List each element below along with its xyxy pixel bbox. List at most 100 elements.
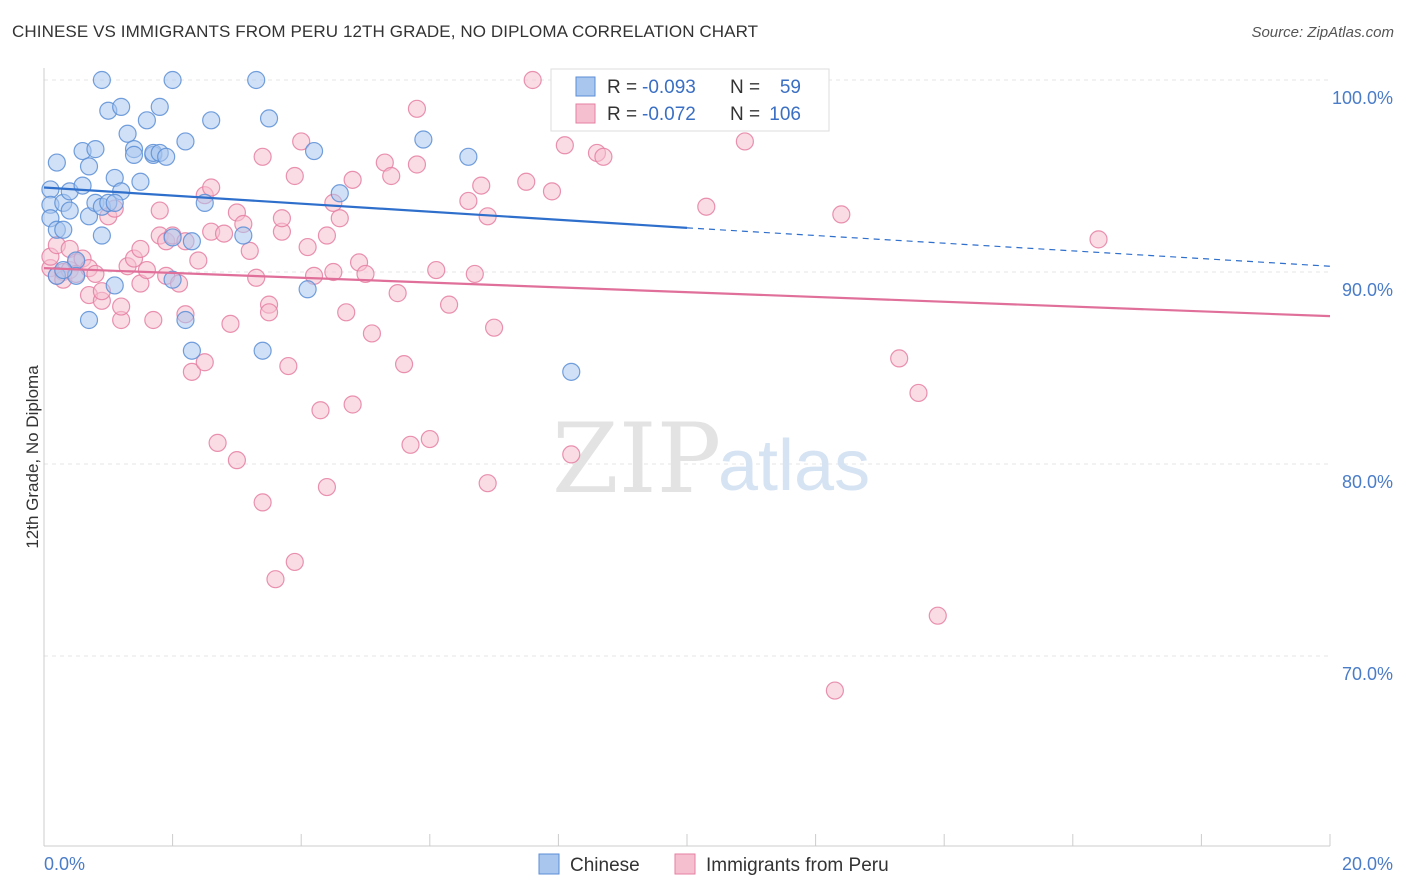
bottom-legend-swatch-chinese (538, 853, 560, 875)
peru-point-100 (825, 681, 844, 700)
peru-point-49 (253, 493, 272, 512)
peru-point-54 (272, 209, 292, 228)
peru-point-68 (343, 170, 362, 189)
legend-box (550, 68, 830, 132)
chinese-point-54 (459, 147, 478, 166)
y-tick-label-0: 100.0% (1332, 88, 1393, 108)
chinese-point-37 (163, 228, 182, 247)
chinese-point-18 (92, 226, 111, 245)
legend-r-label-chinese: R = (607, 77, 642, 98)
peru-point-84 (465, 264, 484, 284)
legend-r-value-peru: -0.072 (642, 104, 696, 125)
x-tick-label-right: 20.0% (1342, 854, 1393, 874)
peru-point-103 (928, 606, 947, 625)
chinese-point-55 (562, 362, 581, 381)
gridlines (44, 79, 1330, 657)
chinese-point-41 (176, 310, 195, 330)
peru-point-25 (144, 310, 163, 330)
chinese-point-27 (118, 124, 137, 143)
peru-point-74 (382, 166, 401, 186)
chinese-point-36 (157, 147, 176, 166)
chinese-point-38 (163, 270, 182, 289)
y-tick-label-2: 80.0% (1342, 472, 1393, 492)
peru-point-24 (137, 260, 156, 280)
peru-point-58 (292, 132, 311, 151)
peru-point-47 (247, 268, 266, 287)
peru-point-66 (330, 209, 349, 228)
peru-point-82 (439, 295, 459, 314)
peru-point-59 (298, 237, 317, 257)
trend-lines (43, 186, 1331, 318)
peru-point-67 (337, 303, 356, 322)
chinese-point-0 (41, 180, 60, 199)
legend-r-value-chinese: -0.093 (642, 77, 696, 98)
peru-point-91 (542, 182, 562, 201)
chinese-point-52 (330, 184, 349, 203)
chinese-point-13 (79, 157, 99, 176)
legend-n-label-peru: N = (730, 104, 765, 125)
peru-point-93 (562, 445, 581, 464)
peru-point-42 (221, 314, 240, 333)
peru-point-102 (909, 383, 928, 403)
legend-n-value-chinese: 59 (780, 77, 801, 98)
peru-point-46 (240, 241, 259, 260)
chinese-point-57 (105, 193, 124, 212)
peru-point-98 (735, 132, 754, 151)
peru-point-51 (259, 303, 279, 322)
chinese-point-46 (234, 226, 253, 245)
peru-point-62 (317, 226, 337, 245)
x-axis-ticks (43, 834, 1331, 846)
peru-point-38 (202, 178, 221, 197)
legend-swatch-peru (575, 103, 596, 124)
watermark-zip: ZIP (552, 403, 721, 515)
peru-point-71 (356, 264, 375, 284)
chinese-point-29 (124, 145, 144, 164)
peru-point-80 (420, 429, 439, 449)
peru-point-88 (485, 318, 504, 337)
peru-point-23 (131, 239, 150, 259)
chinese-point-45 (202, 111, 221, 130)
peru-point-92 (555, 136, 574, 155)
watermark-atlas: atlas (718, 426, 870, 506)
legend: R = -0.093 N = 59 R = -0.072 N = 106 (550, 68, 830, 132)
chinese-point-30 (131, 172, 150, 191)
chinese-trend-extension (686, 227, 1331, 267)
bottom-legend-label-chinese: Chinese (570, 855, 640, 876)
y-tick-label-1: 90.0% (1342, 280, 1393, 300)
chinese-point-20 (92, 70, 111, 90)
peru-point-89 (517, 172, 536, 191)
peru-point-13 (86, 264, 105, 284)
series-peru-points (41, 70, 1108, 700)
peru-point-40 (208, 433, 227, 452)
chinese-point-25 (112, 97, 131, 116)
peru-point-72 (362, 324, 382, 343)
y-tick-label-3: 70.0% (1342, 664, 1393, 684)
peru-point-57 (285, 552, 304, 572)
peru-point-101 (890, 349, 909, 368)
y-axis-tick-labels: 100.0% 90.0% 80.0% 70.0% (1332, 88, 1393, 684)
peru-point-76 (394, 355, 414, 374)
peru-point-35 (189, 251, 208, 270)
watermark: ZIP atlas (552, 403, 870, 515)
peru-point-90 (523, 70, 542, 90)
chinese-point-17 (86, 140, 105, 159)
peru-point-34 (182, 362, 201, 381)
chinese-point-34 (150, 97, 169, 116)
peru-point-19 (112, 297, 131, 316)
chinese-point-53 (414, 130, 433, 149)
bottom-legend-label-peru: Immigrants from Peru (706, 855, 889, 876)
peru-point-78 (407, 99, 427, 118)
chinese-point-50 (298, 280, 317, 299)
bottom-legend: Chinese Immigrants from Peru (538, 853, 889, 876)
chinese-point-4 (47, 153, 66, 172)
peru-point-87 (478, 474, 497, 493)
peru-point-56 (285, 166, 304, 186)
chinese-point-48 (253, 341, 272, 360)
peru-point-85 (472, 176, 491, 195)
peru-point-77 (401, 435, 420, 454)
chinese-trend-line (43, 186, 688, 229)
chinese-point-24 (105, 276, 124, 295)
chinese-point-49 (259, 109, 279, 128)
peru-point-81 (427, 260, 446, 280)
